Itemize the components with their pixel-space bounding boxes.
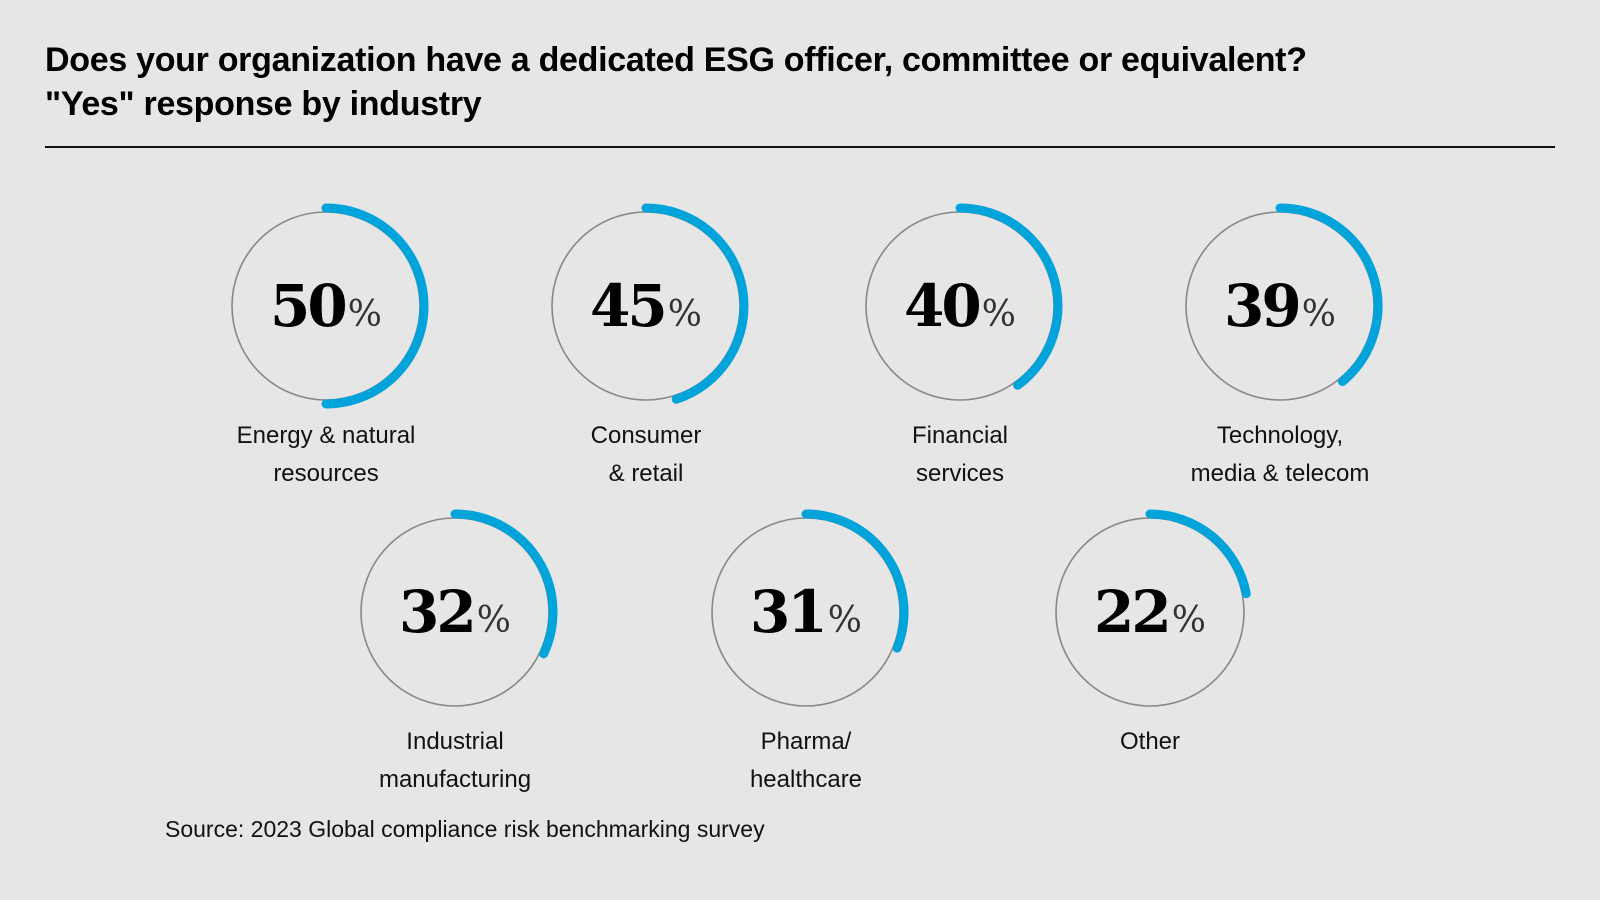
value-unit: % [1302,294,1336,335]
value-number: 50 [270,272,345,340]
value-number: 31 [750,578,825,646]
title-line-1: Does your organization have a dedicated … [45,41,1307,79]
gauge-arc [955,203,1063,390]
gauge-value: 40% [904,272,1016,340]
value-unit: % [477,600,511,641]
value-number: 22 [1094,578,1169,646]
gauge-label: Energy & natural [237,422,416,449]
gauge-value: 31% [750,578,862,646]
title-divider [45,146,1555,148]
value-unit: % [828,600,862,641]
gauge-value: 45% [590,272,702,340]
gauge-1: 45% Consumer & retail [551,203,749,487]
gauge-arc [1145,509,1251,599]
gauge-arc [321,203,429,409]
gauge-label: Industrial [406,728,503,755]
source-note: Source: 2023 Global compliance risk benc… [165,816,765,842]
gauge-5: 31% Pharma/healthcare [711,509,909,793]
value-unit: % [668,294,702,335]
gauge-label: services [916,460,1004,487]
gauge-value: 32% [399,578,511,646]
gauge-label: Financial [912,422,1008,449]
gauge-label: & retail [609,460,684,487]
value-number: 40 [904,272,979,340]
gauge-value: 39% [1224,272,1336,340]
value-unit: % [982,294,1016,335]
gauge-label: manufacturing [379,766,531,793]
gauge-arc [1275,203,1383,387]
gauge-label: media & telecom [1191,460,1370,487]
gauge-value: 50% [270,272,382,340]
title-line-2: "Yes" response by industry [45,85,482,123]
gauge-label: Pharma/ [761,728,852,755]
value-number: 45 [590,272,665,340]
value-number: 32 [399,578,474,646]
gauge-6: 22% Other [1055,509,1251,755]
gauge-label: healthcare [750,766,862,793]
gauge-label: Technology, [1217,422,1343,449]
gauge-0: 50% Energy & natural resources [231,203,429,487]
gauge-arc [450,509,558,659]
gauge-4: 32% Industrial manufacturing [360,509,558,793]
gauge-3: 39% Technology, media & telecom [1185,203,1383,487]
gauge-label: Other [1120,728,1180,755]
gauge-value: 22% [1094,578,1206,646]
gauge-arc [641,203,749,404]
gauge-label: Consumer [591,422,702,449]
chart-title: Does your organization have a dedicated … [45,38,1307,126]
value-number: 39 [1224,272,1299,340]
gauge-2: 40% Financial services [865,203,1063,487]
gauge-label: resources [273,460,378,487]
gauge-arc [801,509,909,653]
value-unit: % [1172,600,1206,641]
value-unit: % [348,294,382,335]
